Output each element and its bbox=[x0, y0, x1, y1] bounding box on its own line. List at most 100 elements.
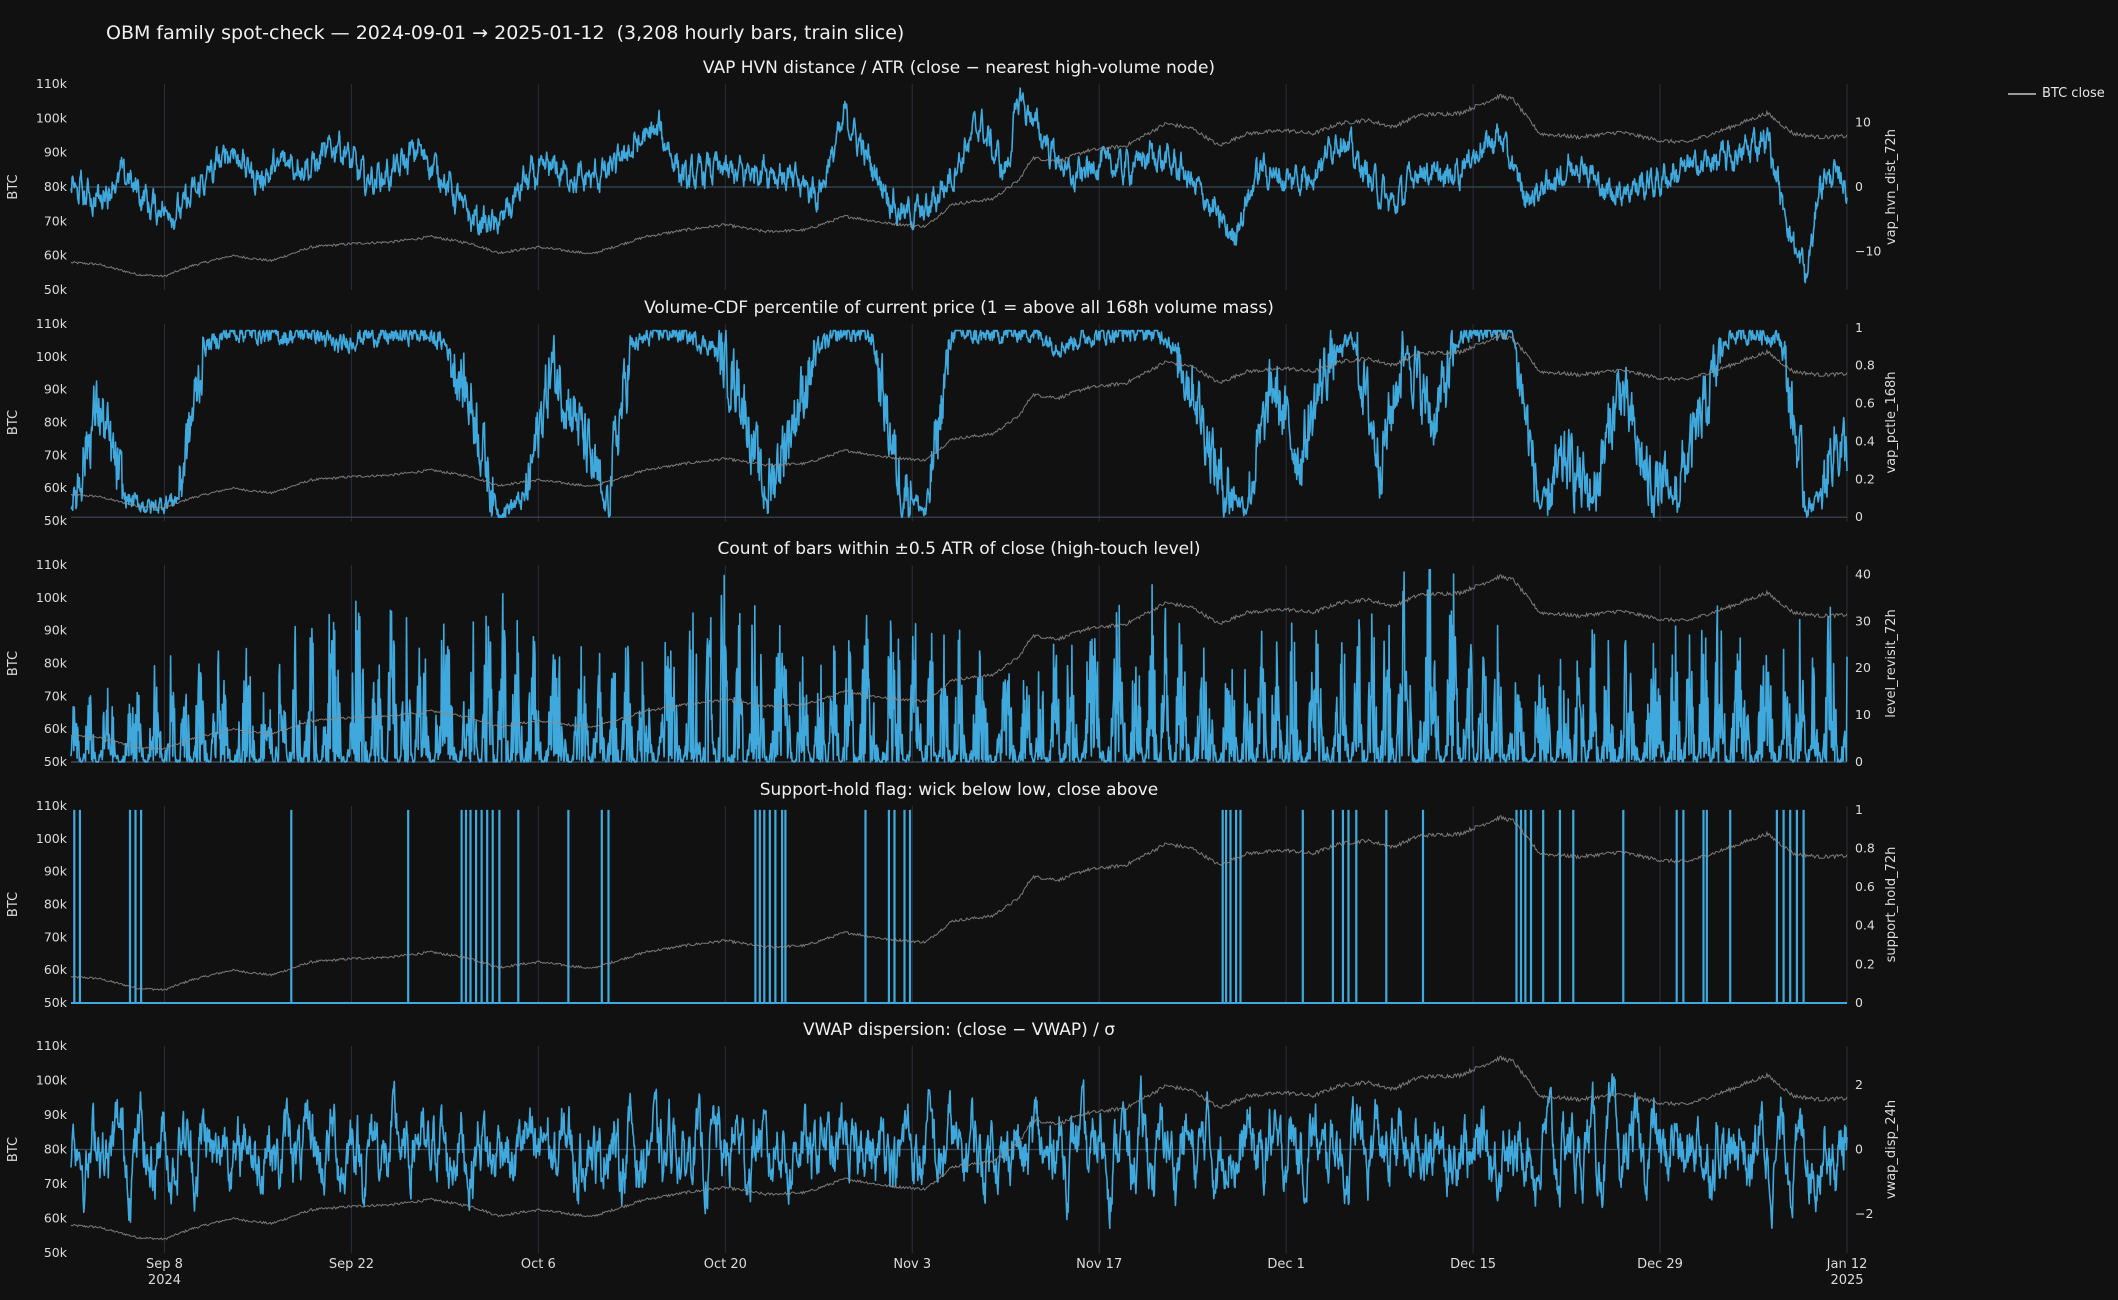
left-tick-label-2-3: 80k bbox=[44, 415, 68, 430]
right-tick-label-3-2: 20 bbox=[1855, 660, 1871, 675]
series-line-btc-close-panel-2 bbox=[70, 333, 1848, 510]
right-tick-label-2-0: 0 bbox=[1855, 509, 1863, 524]
x-tick-label-3: Oct 20 bbox=[704, 1257, 747, 1272]
right-tick-label-2-5: 1 bbox=[1855, 320, 1863, 335]
left-tick-label-3-5: 100k bbox=[36, 590, 68, 605]
legend-label-btc-close: BTC close bbox=[2042, 86, 2105, 101]
x-tick-label-4: Nov 3 bbox=[893, 1257, 931, 1272]
panel-4: Support-hold flag: wick below low, close… bbox=[6, 780, 1899, 1010]
x-tick-label-2: Oct 6 bbox=[521, 1257, 556, 1272]
right-tick-label-3-1: 10 bbox=[1855, 707, 1871, 722]
right-tick-label-2-2: 0.4 bbox=[1855, 433, 1875, 448]
left-tick-label-5-5: 100k bbox=[36, 1073, 68, 1088]
series-line-vap_pctle_168h bbox=[70, 329, 1848, 518]
left-tick-label-5-0: 50k bbox=[44, 1245, 68, 1260]
x-tick-sublabel-0: 2024 bbox=[148, 1273, 181, 1288]
series-line-btc-close-panel-5 bbox=[70, 1055, 1848, 1241]
right-tick-label-4-2: 0.4 bbox=[1855, 918, 1875, 933]
right-tick-label-1-1: 0 bbox=[1855, 179, 1863, 194]
left-tick-label-4-0: 50k bbox=[44, 995, 68, 1010]
x-tick-label-8: Dec 29 bbox=[1637, 1257, 1683, 1272]
left-tick-label-1-6: 110k bbox=[36, 76, 68, 91]
panel-title-2: Volume-CDF percentile of current price (… bbox=[644, 298, 1274, 318]
series-line-vap_hvn_dist_72h bbox=[70, 87, 1848, 284]
left-tick-label-4-3: 80k bbox=[44, 897, 68, 912]
left-tick-label-5-2: 70k bbox=[44, 1176, 68, 1191]
right-axis-label-3: level_revisit_72h bbox=[1884, 609, 1899, 718]
left-tick-label-4-2: 70k bbox=[44, 929, 68, 944]
panel-3: Count of bars within ±0.5 ATR of close (… bbox=[6, 539, 1899, 769]
left-tick-label-5-1: 60k bbox=[44, 1211, 68, 1226]
panel-title-1: VAP HVN distance / ATR (close − nearest … bbox=[703, 58, 1215, 78]
right-tick-label-3-4: 40 bbox=[1855, 566, 1871, 581]
right-tick-label-3-3: 30 bbox=[1855, 613, 1871, 628]
left-tick-label-3-2: 70k bbox=[44, 688, 68, 703]
right-tick-label-4-0: 0 bbox=[1855, 995, 1863, 1010]
legend[interactable]: BTC close bbox=[2008, 86, 2105, 101]
right-tick-label-2-1: 0.2 bbox=[1855, 471, 1875, 486]
panel-1: VAP HVN distance / ATR (close − nearest … bbox=[6, 58, 1899, 297]
left-tick-label-5-4: 90k bbox=[44, 1107, 68, 1122]
left-tick-label-2-2: 70k bbox=[44, 447, 68, 462]
right-tick-label-2-4: 0.8 bbox=[1855, 358, 1875, 373]
left-tick-label-2-6: 110k bbox=[36, 316, 68, 331]
figure-title: OBM family spot-check — 2024-09-01 → 202… bbox=[106, 22, 905, 44]
left-tick-label-1-1: 60k bbox=[44, 248, 68, 263]
panel-title-5: VWAP dispersion: (close − VWAP) / σ bbox=[803, 1020, 1115, 1040]
x-tick-label-0: Sep 8 bbox=[146, 1257, 183, 1272]
right-axis-label-4: support_hold_72h bbox=[1884, 847, 1899, 963]
left-tick-label-3-1: 60k bbox=[44, 721, 68, 736]
left-tick-label-1-4: 90k bbox=[44, 145, 68, 160]
left-tick-label-2-4: 90k bbox=[44, 382, 68, 397]
left-tick-label-2-1: 60k bbox=[44, 480, 68, 495]
left-tick-label-2-5: 100k bbox=[36, 349, 68, 364]
panel-2: Volume-CDF percentile of current price (… bbox=[6, 298, 1899, 528]
left-tick-label-5-6: 110k bbox=[36, 1038, 68, 1053]
right-tick-label-4-1: 0.2 bbox=[1855, 956, 1875, 971]
x-tick-sublabel-9: 2025 bbox=[1830, 1273, 1863, 1288]
x-tick-label-9: Jan 12 bbox=[1826, 1257, 1868, 1272]
right-tick-label-5-0: −2 bbox=[1855, 1206, 1873, 1221]
right-tick-label-1-2: 10 bbox=[1855, 115, 1871, 130]
series-line-vwap_disp_24h bbox=[70, 1073, 1848, 1229]
right-tick-label-3-0: 0 bbox=[1855, 754, 1863, 769]
series-line-btc-close-panel-1 bbox=[70, 93, 1848, 278]
right-tick-label-4-5: 1 bbox=[1855, 802, 1863, 817]
right-tick-label-5-2: 2 bbox=[1855, 1077, 1863, 1092]
left-tick-label-4-6: 110k bbox=[36, 798, 68, 813]
left-tick-label-1-3: 80k bbox=[44, 179, 68, 194]
left-axis-label-1: BTC bbox=[6, 174, 21, 199]
right-tick-label-4-4: 0.8 bbox=[1855, 840, 1875, 855]
left-axis-label-2: BTC bbox=[6, 410, 21, 435]
right-axis-label-2: vap_pctle_168h bbox=[1884, 371, 1899, 473]
panel-title-3: Count of bars within ±0.5 ATR of close (… bbox=[718, 539, 1201, 559]
x-tick-label-7: Dec 15 bbox=[1450, 1257, 1496, 1272]
x-tick-label-1: Sep 22 bbox=[329, 1257, 374, 1272]
legend-swatch-btc-close bbox=[2008, 92, 2036, 95]
panel-5: VWAP dispersion: (close − VWAP) / σ 50k 60… bbox=[6, 1020, 1899, 1260]
left-axis-label-3: BTC bbox=[6, 651, 21, 676]
left-axis-label-4: BTC bbox=[6, 892, 21, 917]
series-line-btc-close-panel-4 bbox=[70, 815, 1848, 992]
series-line-btc-close-panel-3 bbox=[70, 574, 1848, 751]
right-tick-label-2-3: 0.6 bbox=[1855, 396, 1875, 411]
right-axis-label-5: vwap_disp_24h bbox=[1884, 1100, 1899, 1199]
left-axis-label-5: BTC bbox=[6, 1137, 21, 1162]
left-tick-label-2-0: 50k bbox=[44, 513, 68, 528]
left-tick-label-4-5: 100k bbox=[36, 831, 68, 846]
left-tick-label-1-2: 70k bbox=[44, 213, 68, 228]
series-line-support_hold_72h bbox=[73, 809, 1805, 1003]
left-tick-label-4-1: 60k bbox=[44, 962, 68, 977]
left-tick-label-1-0: 50k bbox=[44, 282, 68, 297]
right-axis-label-1: vap_hvn_dist_72h bbox=[1884, 129, 1899, 245]
right-tick-label-1-0: −10 bbox=[1855, 243, 1881, 258]
left-tick-label-3-3: 80k bbox=[44, 656, 68, 671]
right-tick-label-4-3: 0.6 bbox=[1855, 879, 1875, 894]
left-tick-label-5-3: 80k bbox=[44, 1142, 68, 1157]
left-tick-label-3-6: 110k bbox=[36, 557, 68, 572]
panel-title-4: Support-hold flag: wick below low, close… bbox=[760, 780, 1159, 800]
left-tick-label-4-4: 90k bbox=[44, 864, 68, 879]
left-tick-label-3-0: 50k bbox=[44, 754, 68, 769]
